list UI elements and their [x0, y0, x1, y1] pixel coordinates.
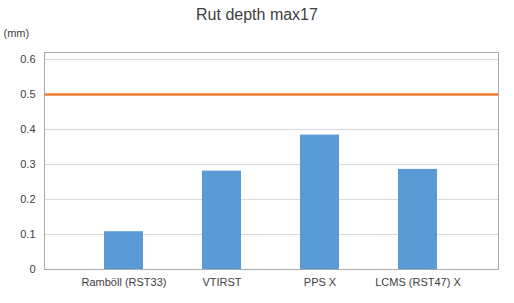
svg-text:PPS X: PPS X — [304, 276, 337, 288]
svg-text:0.1: 0.1 — [20, 228, 35, 240]
svg-text:0.3: 0.3 — [20, 158, 35, 170]
svg-text:0.6: 0.6 — [20, 53, 35, 65]
svg-text:Ramböll (RST33): Ramböll (RST33) — [82, 276, 167, 288]
svg-text:LCMS (RST47) X: LCMS (RST47) X — [375, 276, 461, 288]
svg-text:0.2: 0.2 — [20, 193, 35, 205]
svg-text:0: 0 — [29, 263, 35, 275]
html-text:Rut depth max17: Rut depth max17 — [196, 6, 318, 23]
svg-text:(mm): (mm) — [4, 27, 30, 39]
svg-text:0.4: 0.4 — [20, 123, 35, 135]
svg-text:0.5: 0.5 — [20, 88, 35, 100]
svg-text:VTIRST: VTIRST — [202, 276, 241, 288]
